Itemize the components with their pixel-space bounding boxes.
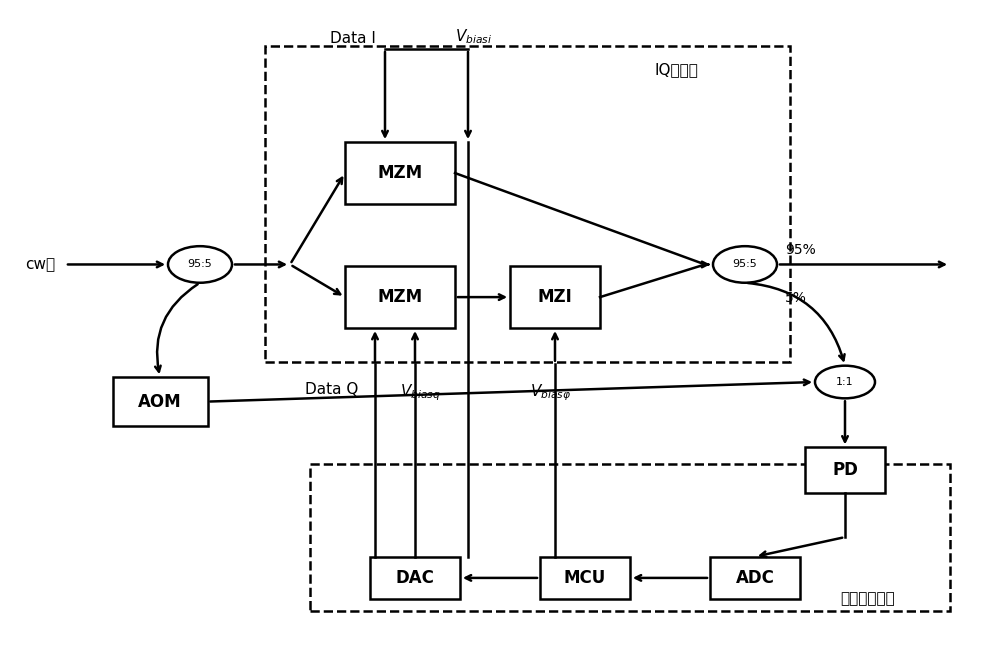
FancyBboxPatch shape (345, 142, 455, 204)
Text: MZI: MZI (538, 288, 572, 306)
FancyBboxPatch shape (345, 266, 455, 328)
FancyBboxPatch shape (540, 556, 630, 599)
Text: PD: PD (832, 461, 858, 479)
FancyBboxPatch shape (112, 377, 208, 426)
Text: ADC: ADC (736, 569, 774, 587)
Text: Data Q: Data Q (305, 382, 358, 397)
Text: 95%: 95% (785, 243, 816, 257)
Text: 1:1: 1:1 (836, 377, 854, 387)
FancyBboxPatch shape (510, 266, 600, 328)
Text: MCU: MCU (564, 569, 606, 587)
Text: 95:5: 95:5 (733, 259, 757, 270)
Text: $V_{biasq}$: $V_{biasq}$ (400, 382, 441, 403)
Text: AOM: AOM (138, 392, 182, 411)
FancyBboxPatch shape (370, 556, 460, 599)
Text: 数据处理模块: 数据处理模块 (840, 591, 895, 606)
Text: Data I: Data I (330, 31, 376, 46)
Text: MZM: MZM (377, 164, 423, 182)
Ellipse shape (168, 246, 232, 283)
FancyBboxPatch shape (710, 556, 800, 599)
Text: 5%: 5% (785, 291, 807, 304)
Ellipse shape (713, 246, 777, 283)
Text: DAC: DAC (396, 569, 434, 587)
FancyBboxPatch shape (805, 447, 885, 493)
Text: IQ调制器: IQ调制器 (655, 62, 699, 77)
Text: 95:5: 95:5 (188, 259, 212, 270)
Text: cw光: cw光 (25, 257, 55, 272)
Text: $V_{biasi}$: $V_{biasi}$ (455, 27, 492, 46)
Text: MZM: MZM (377, 288, 423, 306)
Text: $V_{bias\varphi}$: $V_{bias\varphi}$ (530, 382, 571, 403)
Ellipse shape (815, 366, 875, 398)
